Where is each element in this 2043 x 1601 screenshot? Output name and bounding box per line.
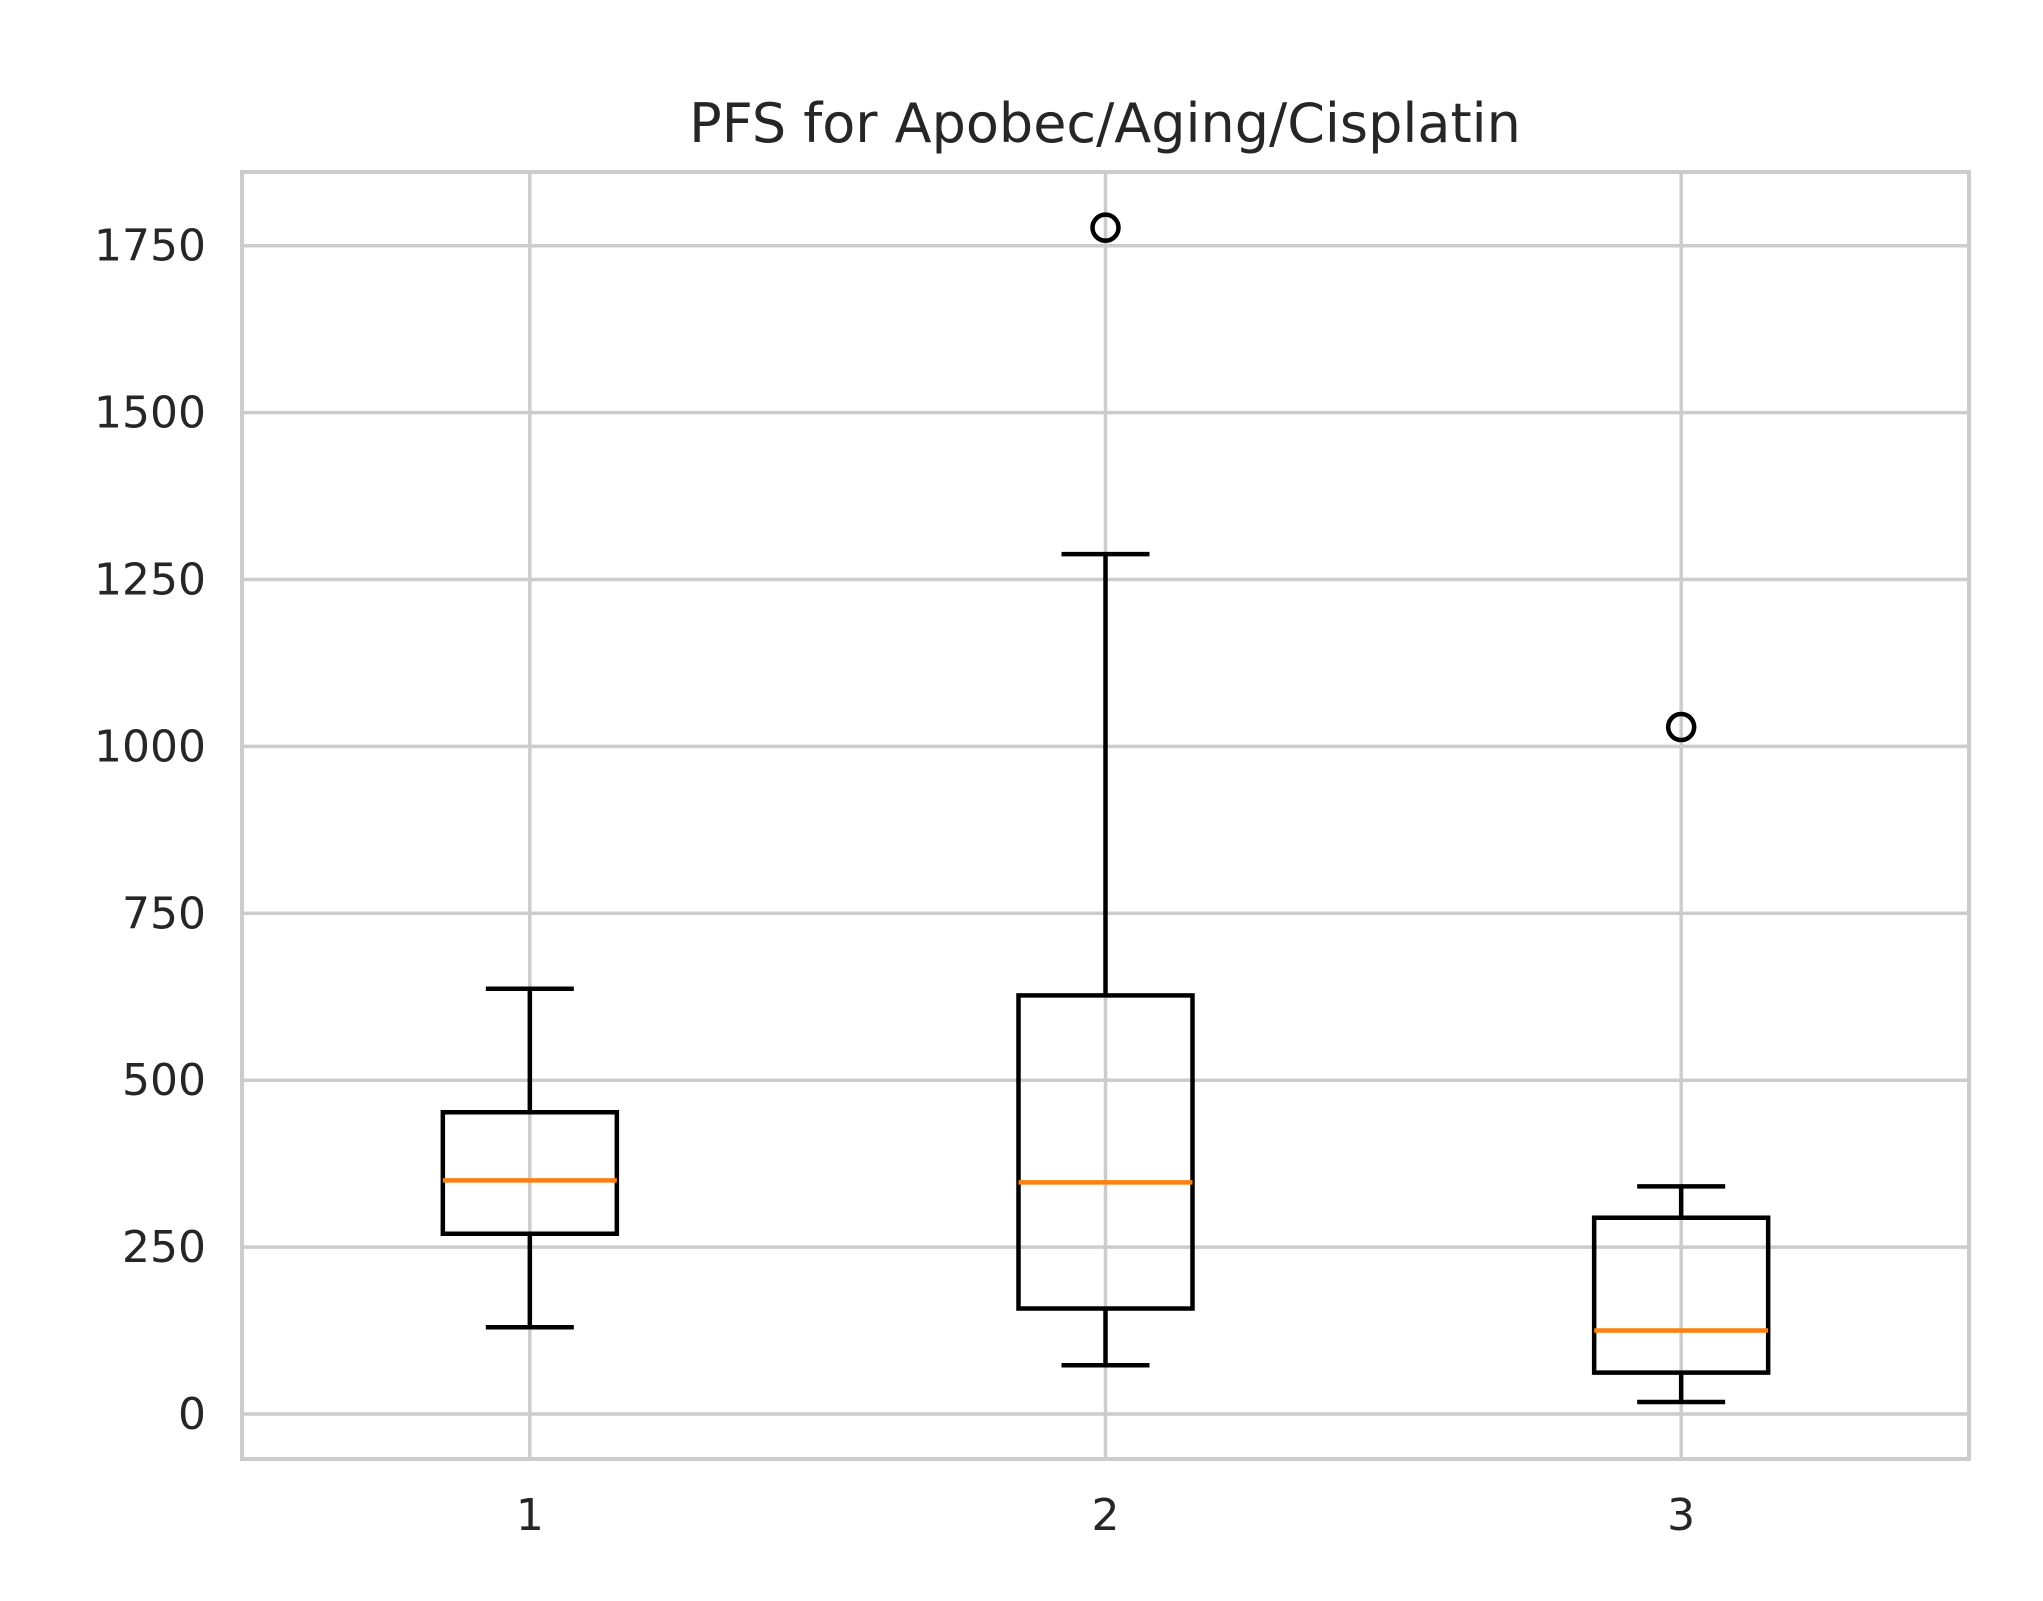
y-tick-label: 1250 bbox=[94, 555, 206, 606]
y-tick-label: 1500 bbox=[94, 388, 206, 439]
y-axis-ticks: 0 250 500 750 1000 1250 1500 1750 bbox=[94, 221, 206, 1440]
x-axis-ticks: 1 2 3 bbox=[516, 1490, 1695, 1541]
y-tick-label: 250 bbox=[122, 1222, 206, 1273]
y-tick-label: 750 bbox=[122, 888, 206, 939]
x-tick-label: 3 bbox=[1667, 1490, 1695, 1541]
x-tick-label: 2 bbox=[1092, 1490, 1120, 1541]
y-tick-label: 500 bbox=[122, 1055, 206, 1106]
y-tick-label: 0 bbox=[178, 1389, 206, 1440]
x-tick-label: 1 bbox=[516, 1490, 544, 1541]
chart-title: PFS for Apobec/Aging/Cisplatin bbox=[689, 92, 1521, 155]
y-tick-label: 1750 bbox=[94, 221, 206, 272]
y-tick-label: 1000 bbox=[94, 721, 206, 772]
